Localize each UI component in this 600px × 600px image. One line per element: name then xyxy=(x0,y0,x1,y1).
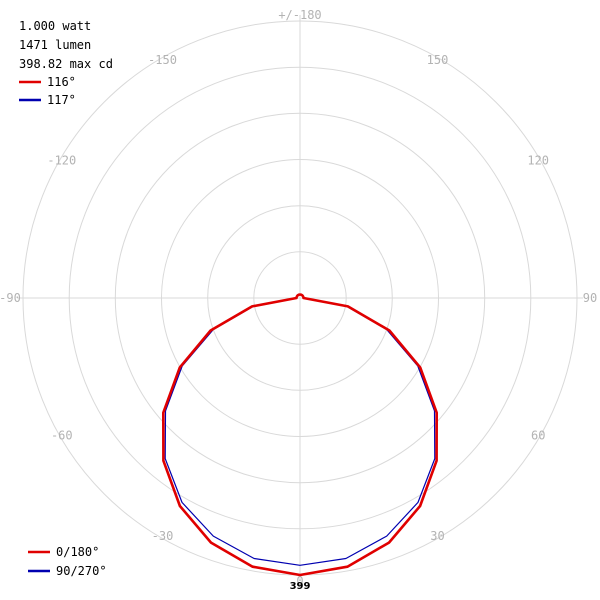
angle-label: -150 xyxy=(148,53,177,67)
angle-label: -90 xyxy=(0,291,21,305)
angle-label: 150 xyxy=(427,53,449,67)
legend-bottom: 0/180° 90/270° xyxy=(28,545,107,578)
legend-top: 116° 117° xyxy=(19,75,76,107)
angle-labels: +/-180 150 -150 120 -120 90 -90 60 -60 30 -30 0 xyxy=(0,8,597,588)
flux-text: 1471 lumen xyxy=(19,38,91,52)
angle-label: 0 xyxy=(296,574,303,588)
angle-label: -30 xyxy=(152,529,174,543)
power-text: 1.000 watt xyxy=(19,19,91,33)
angle-label: 90 xyxy=(583,291,597,305)
max-cd-text: 398.82 max cd xyxy=(19,57,113,71)
legend-label: 116° xyxy=(47,75,76,89)
peak-value-label: 399 xyxy=(290,581,311,592)
polar-grid xyxy=(17,15,583,581)
angle-label: -60 xyxy=(51,429,73,443)
legend-label: 0/180° xyxy=(56,545,99,559)
legend-label: 117° xyxy=(47,93,76,107)
angle-label: +/-180 xyxy=(278,8,321,22)
angle-label: 30 xyxy=(430,529,444,543)
angle-label: 60 xyxy=(531,429,545,443)
series-curve xyxy=(162,293,438,577)
distribution-curves xyxy=(162,293,438,577)
angle-label: 120 xyxy=(527,154,549,168)
legend-label: 90/270° xyxy=(56,564,107,578)
angle-label: -120 xyxy=(47,154,76,168)
